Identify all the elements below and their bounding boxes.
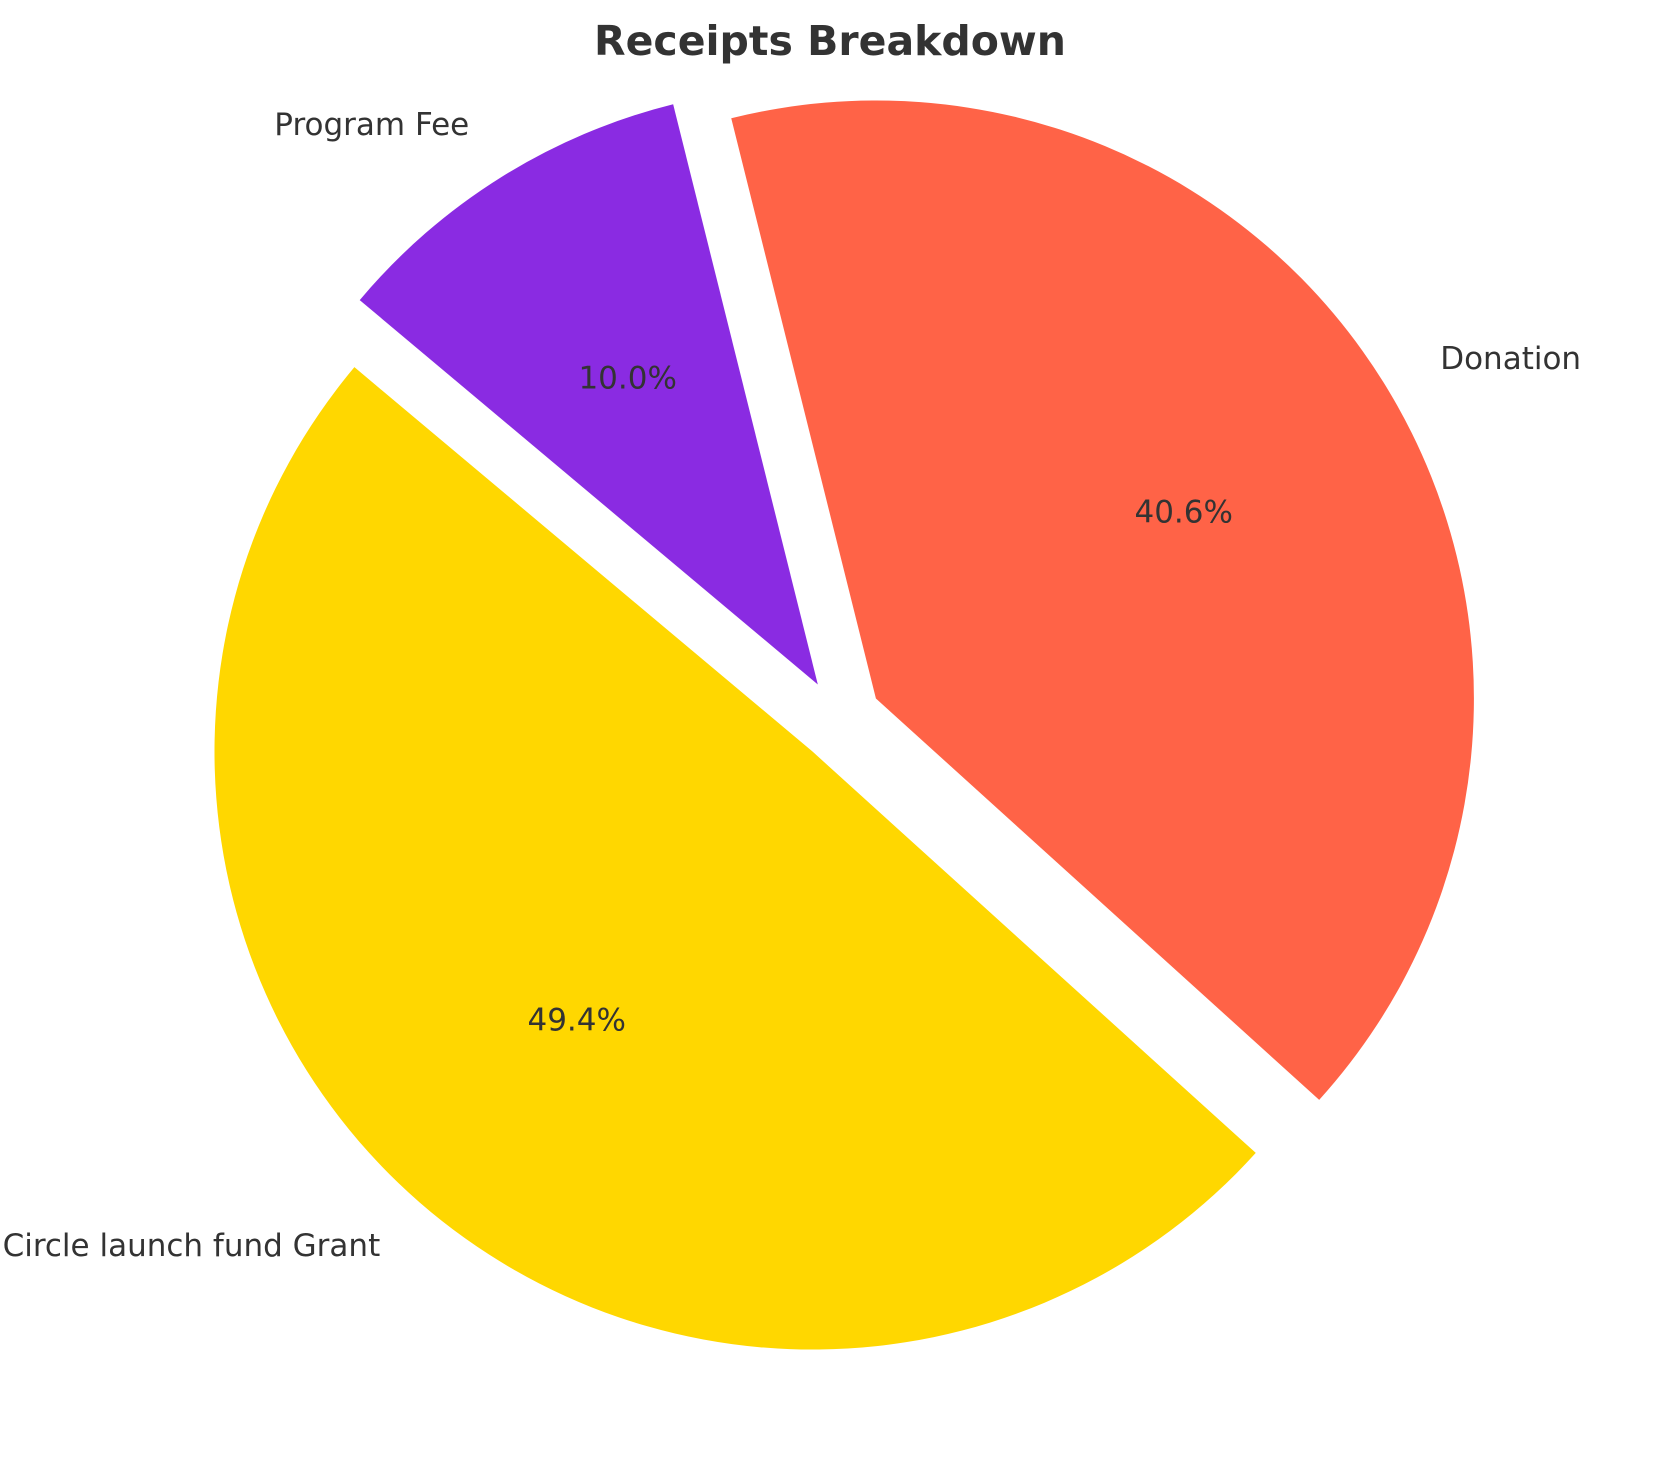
- pie-slice-circle-launch-fund-grant: [214, 367, 1256, 1350]
- chart-title: Receipts Breakdown: [594, 17, 1066, 65]
- percent-label-donation: 40.6%: [1134, 495, 1232, 531]
- slice-label-program-fee: Program Fee: [274, 107, 469, 143]
- percent-label-circle-launch-fund-grant: 49.4%: [527, 1003, 625, 1039]
- slice-label-donation: Donation: [1440, 341, 1581, 377]
- slice-label-circle-launch-fund-grant: Circle launch fund Grant: [3, 1228, 381, 1264]
- pie-labels: Circle launch fund Grant 49.4% Donation 40.…: [3, 107, 1582, 1264]
- pie-slice-donation: [731, 100, 1474, 1100]
- pie-slice-program-fee: [359, 104, 818, 685]
- percent-label-program-fee: 10.0%: [578, 361, 676, 397]
- pie-slices: [214, 100, 1474, 1350]
